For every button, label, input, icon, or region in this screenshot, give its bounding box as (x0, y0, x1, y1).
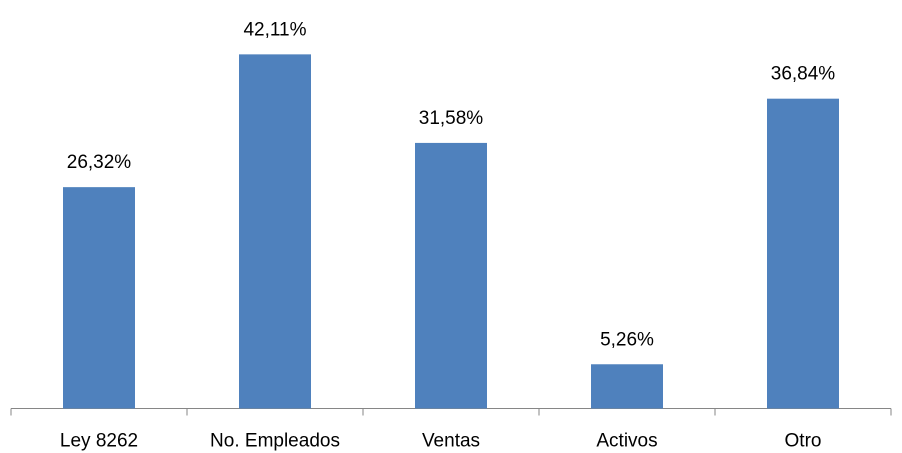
data-label: 36,84% (771, 64, 836, 85)
bar (767, 98, 839, 409)
bar (591, 364, 663, 409)
bar (239, 54, 311, 409)
x-tick-label: Activos (596, 431, 657, 452)
x-tick-label: Otro (785, 431, 822, 452)
data-label: 42,11% (243, 19, 306, 40)
data-label: 31,58% (419, 108, 484, 129)
x-tick-label: Ventas (422, 431, 480, 452)
data-label: 5,26% (600, 329, 654, 350)
x-tick-label: Ley 8262 (60, 431, 138, 452)
bar (415, 142, 487, 409)
x-tick-label: No. Empleados (210, 431, 340, 452)
bar (63, 187, 135, 409)
data-label: 26,32% (67, 152, 132, 173)
